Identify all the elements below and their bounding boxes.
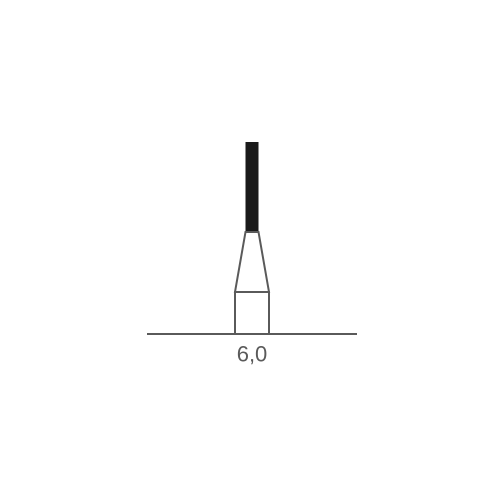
bur-tip bbox=[246, 142, 259, 232]
bur-neck bbox=[235, 232, 269, 292]
dimension-label: 6,0 bbox=[237, 342, 268, 367]
bur-shape: 6,0 bbox=[132, 112, 372, 392]
bur-diagram: 6,0 bbox=[132, 112, 372, 392]
bur-shank bbox=[235, 292, 269, 334]
